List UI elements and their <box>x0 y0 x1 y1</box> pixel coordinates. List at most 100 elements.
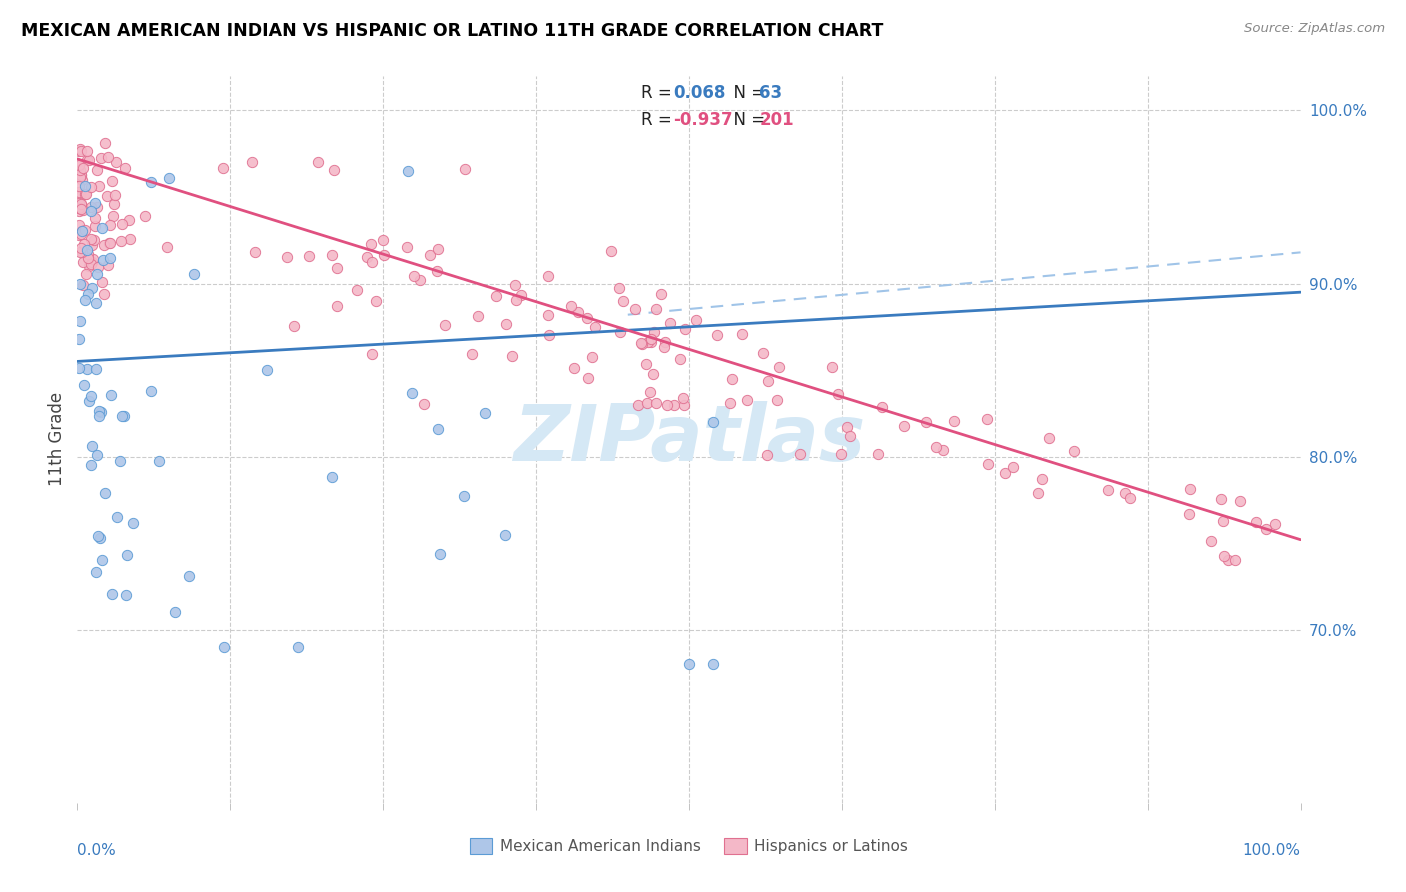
Point <box>156 240 179 254</box>
Point <box>1178 482 1201 496</box>
Point <box>756 374 779 388</box>
Point <box>467 309 489 323</box>
Point <box>1218 553 1240 567</box>
Point <box>86 448 108 462</box>
Point <box>658 317 681 331</box>
Point <box>685 312 707 326</box>
Text: ZIPatlas: ZIPatlas <box>513 401 865 477</box>
Point <box>134 209 156 223</box>
Point <box>139 384 162 398</box>
Point <box>287 640 309 654</box>
Point <box>578 371 600 385</box>
Text: 201: 201 <box>759 111 794 128</box>
Point <box>76 251 98 265</box>
Point <box>454 161 477 176</box>
Point <box>402 268 425 283</box>
Point <box>90 221 112 235</box>
Point <box>101 587 124 601</box>
Point <box>115 548 138 562</box>
Point <box>104 188 127 202</box>
Point <box>634 357 657 371</box>
Point <box>433 318 456 333</box>
Point <box>474 406 496 420</box>
Point <box>768 360 790 375</box>
Point <box>76 144 98 158</box>
Point <box>994 467 1017 481</box>
Point <box>67 189 90 203</box>
Point <box>640 332 662 346</box>
Point <box>69 163 91 178</box>
Point <box>538 327 561 342</box>
Point <box>505 293 527 307</box>
Point <box>1114 486 1136 500</box>
Point <box>87 403 110 417</box>
Point <box>631 336 654 351</box>
Point <box>243 244 266 259</box>
Point <box>821 360 844 375</box>
Point <box>105 510 128 524</box>
Point <box>356 250 378 264</box>
Point <box>90 151 112 165</box>
Point <box>662 398 685 412</box>
Point <box>835 419 858 434</box>
Point <box>87 529 110 543</box>
Point <box>298 249 321 263</box>
Point <box>114 161 136 175</box>
Point <box>80 257 103 271</box>
Point <box>361 254 384 268</box>
Point <box>93 238 115 252</box>
Point <box>718 395 741 409</box>
Point <box>83 219 105 233</box>
Point <box>1199 534 1222 549</box>
Point <box>636 396 658 410</box>
Point <box>643 325 665 339</box>
Point <box>84 362 107 376</box>
Point <box>655 398 678 412</box>
Point <box>157 170 180 185</box>
Point <box>94 136 117 151</box>
Point <box>67 202 90 216</box>
Point <box>326 260 349 275</box>
Point <box>409 273 432 287</box>
Point <box>69 313 91 327</box>
Point <box>93 287 115 301</box>
Point <box>766 393 789 408</box>
Point <box>1063 443 1085 458</box>
Point <box>652 340 675 354</box>
Point <box>640 334 662 349</box>
Point <box>69 202 91 216</box>
Point <box>1229 493 1251 508</box>
Point <box>366 294 388 309</box>
Point <box>89 178 111 193</box>
Point <box>67 361 90 376</box>
Point <box>401 386 423 401</box>
Point <box>623 301 645 316</box>
Point <box>599 244 621 259</box>
Point <box>76 244 98 258</box>
Point <box>654 334 676 349</box>
Point <box>1264 516 1286 531</box>
Point <box>80 439 103 453</box>
Point <box>76 153 98 168</box>
Point <box>609 325 631 339</box>
Point <box>1119 491 1142 505</box>
Text: R =: R = <box>641 84 678 102</box>
Point <box>977 457 1000 471</box>
Point <box>97 150 120 164</box>
Point <box>87 260 110 274</box>
Point <box>177 569 200 583</box>
Text: 63: 63 <box>759 84 782 102</box>
Point <box>461 347 484 361</box>
Point <box>1211 492 1233 507</box>
Point <box>67 332 90 346</box>
Point <box>83 211 105 226</box>
Point <box>69 142 91 156</box>
Point <box>1038 431 1060 445</box>
Point <box>673 322 696 336</box>
Text: -0.937: -0.937 <box>673 111 733 128</box>
Point <box>72 202 94 217</box>
Point <box>104 155 127 169</box>
Point <box>76 286 98 301</box>
Point <box>640 385 662 400</box>
Point <box>73 186 96 201</box>
